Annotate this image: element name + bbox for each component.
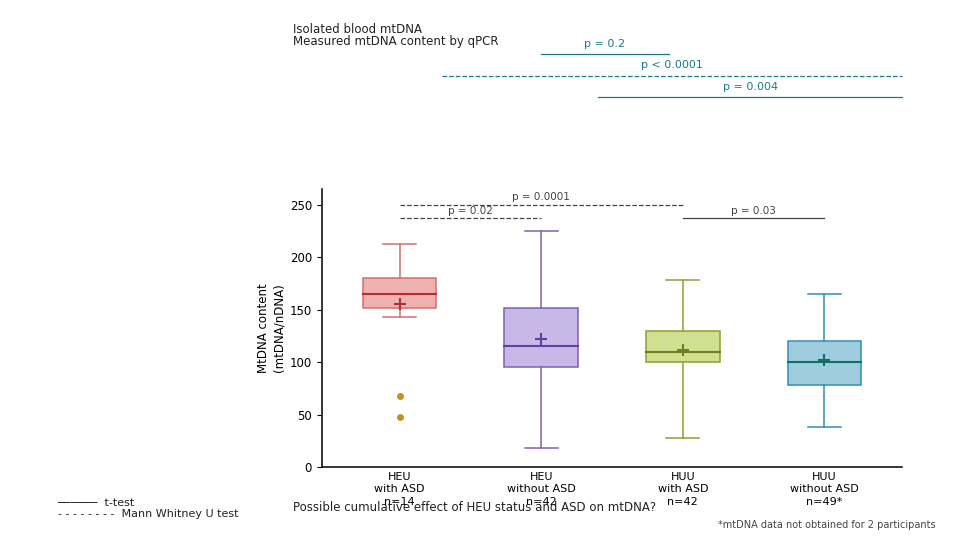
Text: p = 0.004: p = 0.004 [723,82,778,92]
Text: p = 0.2: p = 0.2 [585,38,626,49]
Bar [363,278,437,308]
Bar [646,330,720,362]
Y-axis label: MtDNA content
(mtDNA/nDNA): MtDNA content (mtDNA/nDNA) [257,283,285,373]
Text: Isolated blood mtDNA: Isolated blood mtDNA [293,23,421,36]
Text: p < 0.0001: p < 0.0001 [641,60,703,70]
Text: p = 0.0001: p = 0.0001 [513,192,570,202]
Text: Comparing
blood mtDNA
content
between
groups: Comparing blood mtDNA content between gr… [27,164,224,322]
Bar [504,308,578,367]
Text: ──────  t-test: ────── t-test [58,497,134,508]
Bar [787,341,861,385]
Text: *mtDNA data not obtained for 2 participants: *mtDNA data not obtained for 2 participa… [718,520,936,530]
Text: Measured mtDNA content by qPCR: Measured mtDNA content by qPCR [293,35,498,48]
Text: p = 0.02: p = 0.02 [448,206,492,216]
Text: Possible cumulative effect of HEU status and ASD on mtDNA?: Possible cumulative effect of HEU status… [293,501,656,514]
Text: p = 0.03: p = 0.03 [732,206,776,216]
Text: - - - - - - - -  Mann Whitney U test: - - - - - - - - Mann Whitney U test [58,509,238,519]
